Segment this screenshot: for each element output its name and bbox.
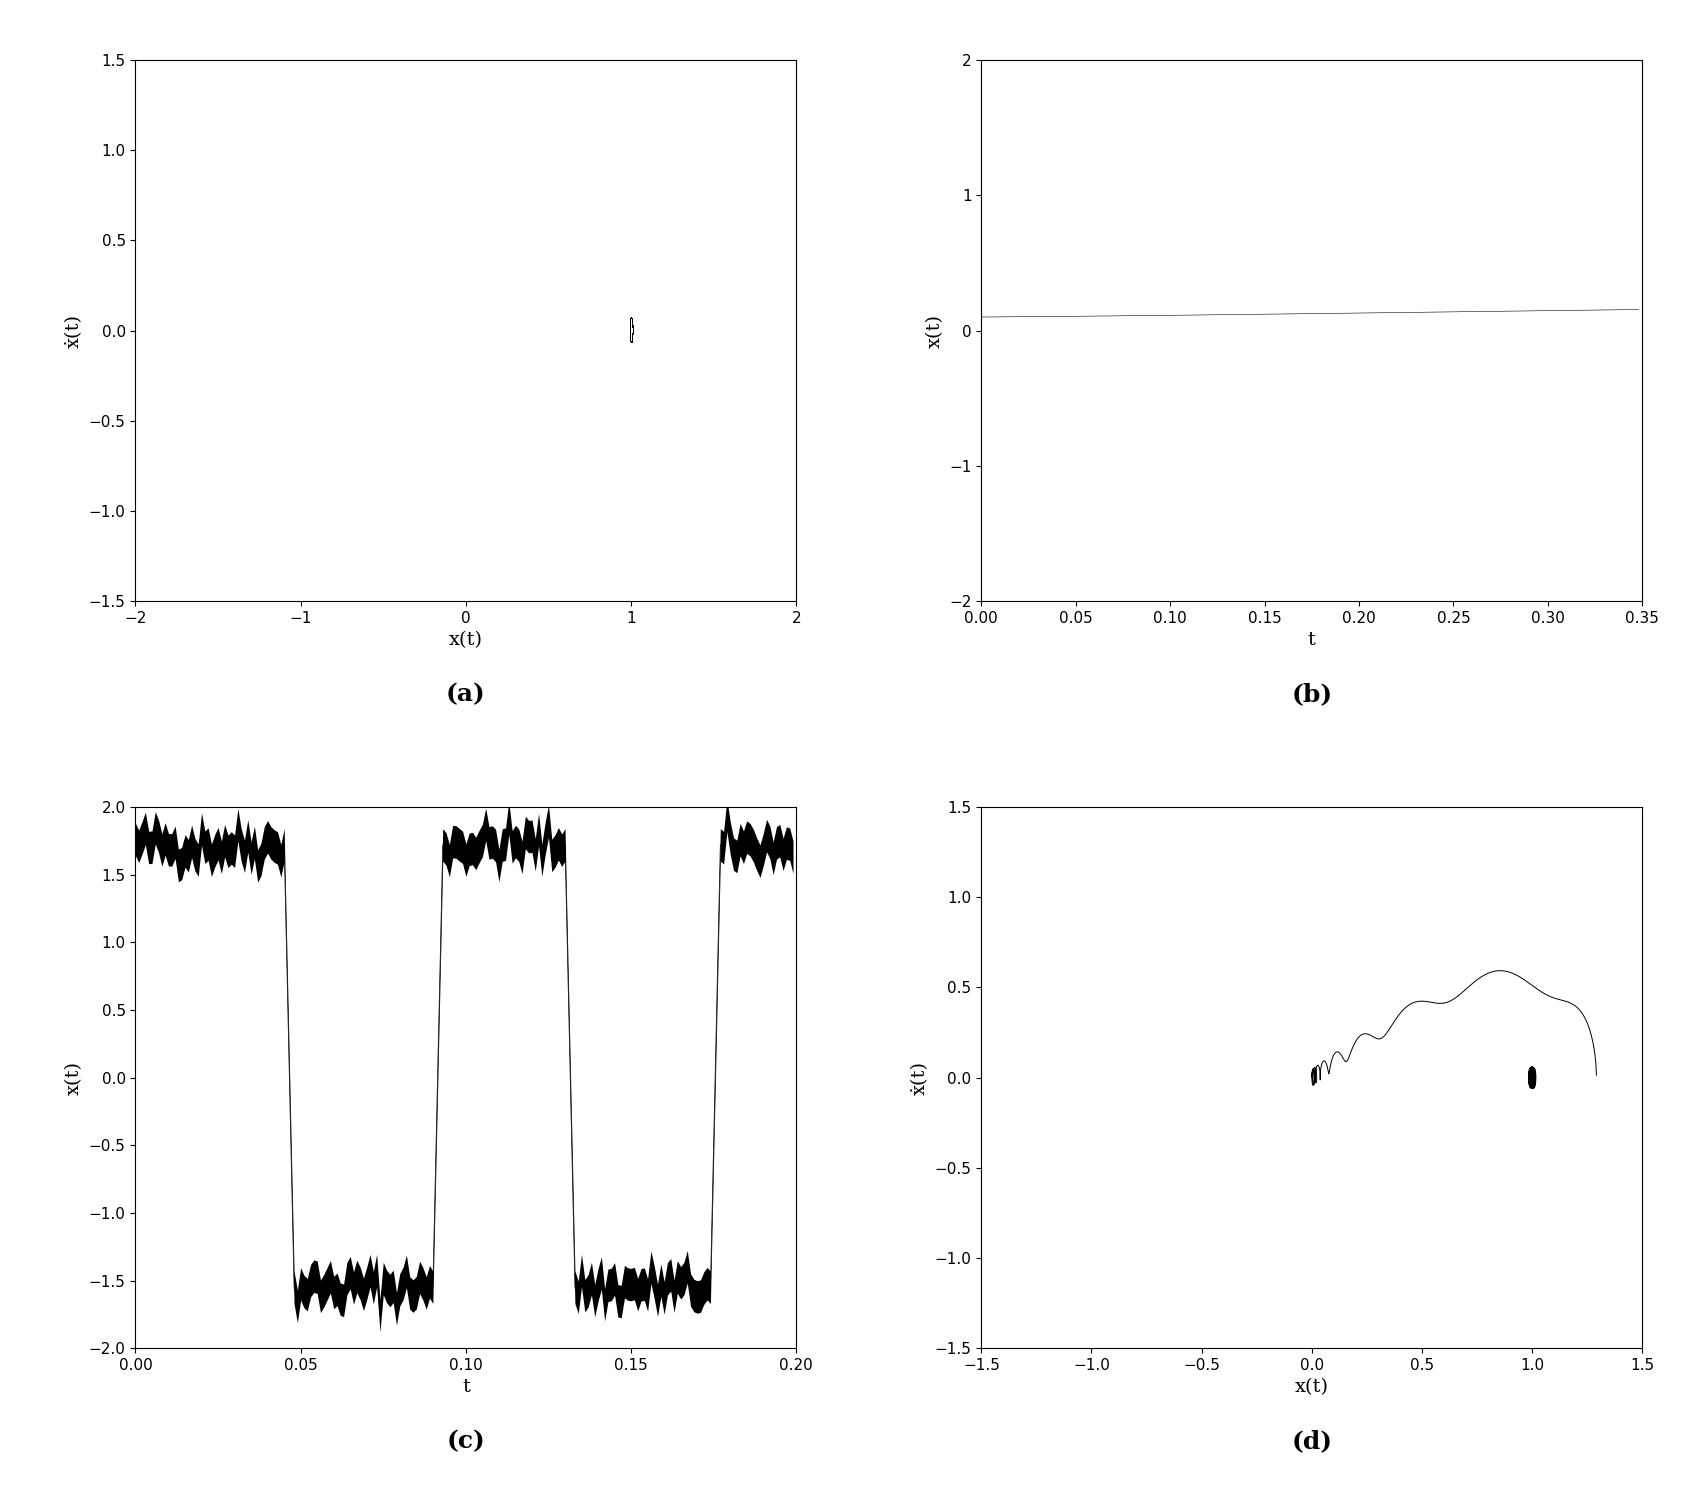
X-axis label: t: t [1307,632,1315,650]
Text: (b): (b) [1292,683,1332,707]
Text: (d): (d) [1292,1429,1332,1453]
X-axis label: x(t): x(t) [449,632,483,650]
Y-axis label: x(t): x(t) [926,313,943,348]
X-axis label: t: t [462,1378,471,1396]
Text: (c): (c) [447,1429,486,1453]
Y-axis label: ẋ(t): ẋ(t) [66,313,83,348]
Y-axis label: ẋ(t): ẋ(t) [911,1061,929,1095]
X-axis label: x(t): x(t) [1295,1378,1329,1396]
Text: (a): (a) [445,683,486,707]
Y-axis label: x(t): x(t) [66,1061,83,1095]
